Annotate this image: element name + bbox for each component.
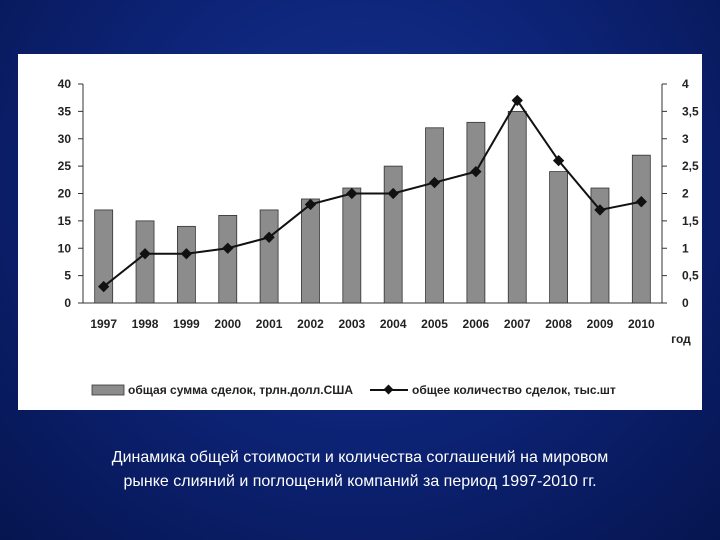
bar bbox=[466, 121, 486, 304]
caption-line-1: Динамика общей стоимости и количества со… bbox=[111, 449, 609, 466]
line-point bbox=[98, 280, 110, 293]
y-left-tick-label: 10 bbox=[58, 241, 72, 255]
line-point bbox=[387, 187, 399, 200]
line-point bbox=[139, 248, 151, 260]
x-tick-label: 2008 bbox=[545, 317, 572, 331]
y-right-tick-label: 0 bbox=[682, 296, 689, 310]
bar bbox=[259, 209, 279, 304]
chart-panel: 0 5 10 15 20 25 30 35 40 0 0,5 1 1,5 2 2,5 3 3,5 4 1997 199… bbox=[18, 54, 702, 410]
bar bbox=[218, 214, 238, 304]
y-right-tick-label: 0,5 bbox=[682, 269, 699, 283]
bar bbox=[507, 110, 527, 304]
y-right-tick-label: 1 bbox=[682, 241, 689, 255]
caption-line-2: рынке слияний и поглощений компаний за п… bbox=[123, 473, 597, 490]
series-line bbox=[103, 98, 642, 288]
x-tick-label: 2005 bbox=[421, 317, 448, 331]
line-point bbox=[263, 231, 275, 243]
y-left-tick-label: 15 bbox=[58, 214, 72, 228]
line-point bbox=[222, 242, 234, 254]
tick-labels: 0 5 10 15 20 25 30 35 40 0 0,5 1 1,5 2 2,5 3 3,5 4 1997 199… bbox=[58, 77, 699, 331]
bar bbox=[94, 209, 114, 304]
chart: 0 5 10 15 20 25 30 35 40 0 0,5 1 1,5 2 2,5 3 3,5 4 1997 199… bbox=[58, 77, 699, 397]
y-right-tick-label: 3 bbox=[682, 132, 689, 146]
x-tick-label: 2006 bbox=[463, 317, 490, 331]
slide-caption: Динамика общей стоимости и количества со… bbox=[30, 446, 690, 494]
y-left-tick-label: 30 bbox=[58, 132, 72, 146]
y-right-tick-label: 3,5 bbox=[682, 104, 699, 118]
y-right-tick-label: 2 bbox=[682, 187, 689, 201]
y-left-tick-label: 5 bbox=[64, 269, 71, 283]
y-left-tick-label: 20 bbox=[58, 187, 72, 201]
y-left-tick-label: 25 bbox=[58, 159, 72, 173]
x-tick-label: 1997 bbox=[90, 317, 117, 331]
x-tick-label: 2001 bbox=[256, 317, 283, 331]
bar bbox=[383, 165, 403, 304]
bar bbox=[342, 187, 362, 304]
y-right-tick-label: 2,5 bbox=[682, 159, 699, 173]
line-point bbox=[470, 165, 482, 178]
x-tick-label: 2002 bbox=[297, 317, 324, 331]
bar bbox=[135, 220, 155, 304]
x-tick-label: 2009 bbox=[587, 317, 614, 331]
y-left-tick-label: 40 bbox=[58, 77, 72, 91]
bar bbox=[631, 154, 651, 304]
line-point bbox=[635, 196, 647, 208]
line-point bbox=[346, 187, 358, 200]
line-series bbox=[98, 94, 647, 293]
x-tick-label: 2000 bbox=[214, 317, 241, 331]
legend-bar-label: общая сумма сделок, трлн.долл.США bbox=[128, 383, 353, 397]
legend-bar-swatch bbox=[91, 384, 125, 396]
y-left-tick-label: 35 bbox=[58, 104, 72, 118]
bar bbox=[176, 225, 196, 304]
line-point bbox=[511, 94, 523, 107]
bar bbox=[425, 127, 444, 304]
legend-line-label: общее количество сделок, тыс.шт bbox=[412, 383, 616, 397]
y-left-tick-label: 0 bbox=[64, 296, 71, 310]
line-point bbox=[304, 198, 317, 211]
x-tick-label: 2004 bbox=[380, 317, 407, 331]
x-tick-label: 2010 bbox=[628, 317, 655, 331]
line-point bbox=[180, 248, 193, 260]
legend-line-marker bbox=[383, 384, 394, 395]
x-tick-label: 1998 bbox=[132, 317, 159, 331]
y-right-tick-label: 1,5 bbox=[682, 214, 699, 228]
legend: общая сумма сделок, трлн.долл.США общее … bbox=[91, 383, 616, 397]
x-tick-label: 1999 bbox=[173, 317, 200, 331]
x-tick-label: 2003 bbox=[338, 317, 365, 331]
x-axis-label: год bbox=[671, 332, 691, 346]
bar-series bbox=[94, 110, 651, 304]
x-tick-label: 2007 bbox=[504, 317, 531, 331]
bar bbox=[549, 171, 569, 304]
line-point bbox=[552, 154, 565, 167]
line-point bbox=[594, 204, 606, 216]
bar bbox=[301, 198, 320, 304]
bar bbox=[590, 187, 610, 304]
y-right-tick-label: 4 bbox=[682, 77, 689, 91]
